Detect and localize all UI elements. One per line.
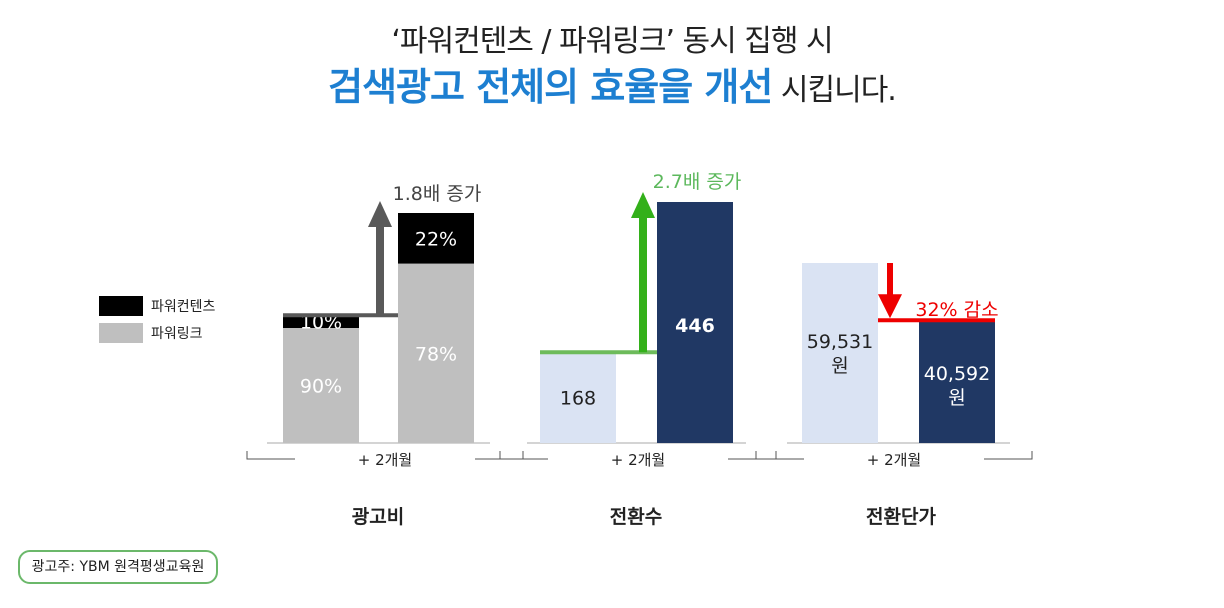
chart1-label-powercontents-1: 22% (415, 228, 457, 250)
chart3-period-label: + 2개월 (867, 451, 921, 469)
chart1-bar-powerlink-1 (398, 263, 474, 443)
chart1-bracket-right (475, 451, 524, 460)
chart2-title: 전환수 (610, 506, 662, 528)
chart3-value-label-1: 40,592 (924, 363, 990, 385)
chart2-bar-1 (657, 202, 733, 443)
legend-swatch-0 (99, 296, 143, 316)
header-highlight: 검색광고 전체의 효율을 개선 (328, 65, 773, 109)
chart1-bracket-left (246, 451, 295, 460)
chart2-annotation: 2.7배 증가 (653, 171, 742, 193)
chart2-bar-0 (540, 352, 616, 443)
advertiser-badge: 광고주: YBM 원격평생교육원 (18, 550, 218, 584)
chart2-bracket-left (499, 451, 548, 460)
chart1-label-powerlink-0: 90% (300, 376, 342, 398)
chart3-bar-1 (919, 320, 995, 443)
chart1-bar-powercontents-0 (283, 315, 359, 328)
chart2-arrow-head (631, 192, 655, 218)
chart2-value-label-1: 446 (675, 315, 715, 337)
chart3-bracket-right (984, 451, 1033, 460)
chart1-label-powerlink-1: 78% (415, 343, 457, 365)
chart1-bar-powercontents-1 (398, 213, 474, 264)
legend-label-0: 파워컨텐츠 (151, 299, 216, 315)
legend-label-1: 파워링크 (151, 326, 203, 342)
chart2-period-label: + 2개월 (611, 451, 665, 469)
header-line2: 검색광고 전체의 효율을 개선 시킵니다. (0, 56, 1224, 111)
chart2-value-label-0: 168 (560, 388, 596, 410)
chart1-arrow-head (368, 201, 392, 227)
chart3-bracket-left (755, 451, 804, 460)
header-rest: 시킵니다. (772, 73, 897, 108)
chart3-unit-label-0: 원 (831, 355, 848, 377)
chart1-annotation: 1.8배 증가 (393, 183, 482, 205)
chart1-bar-powerlink-0 (283, 328, 359, 443)
chart2-bracket-right (728, 451, 777, 460)
chart3-unit-label-1: 원 (948, 387, 965, 409)
header-line1: ‘파워컨텐츠 / 파워링크’ 동시 집행 시 (391, 24, 833, 59)
chart1-title: 광고비 (352, 506, 404, 528)
chart3-value-label-0: 59,531 (807, 331, 873, 353)
chart1-period-label: + 2개월 (358, 451, 412, 469)
chart3-title: 전환단가 (866, 506, 936, 528)
chart3-annotation: 32% 감소 (915, 299, 998, 321)
legend-swatch-1 (99, 323, 143, 343)
chart3-bar-0 (802, 263, 878, 443)
chart3-arrow-head (878, 294, 902, 319)
